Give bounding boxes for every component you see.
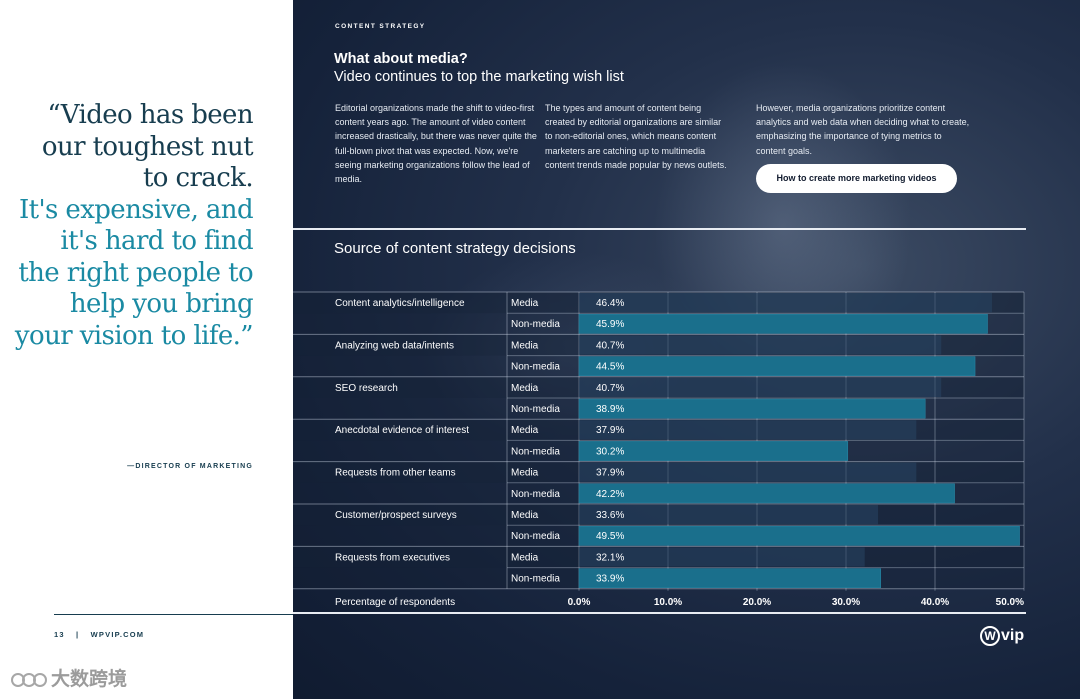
chart-category-label: Requests from other teams [335, 468, 456, 479]
media-bar [579, 293, 992, 313]
chart-series-label: Media [511, 340, 539, 351]
chart-data-label: 40.7% [596, 340, 624, 351]
chart-series-label: Media [511, 468, 539, 479]
chart-category-label: Customer/prospect surveys [335, 510, 457, 521]
chart-data-label: 40.7% [596, 383, 624, 394]
chart-data-label: 49.5% [596, 531, 624, 542]
chart-series-label: Non-media [511, 319, 560, 330]
non-media-bar [578, 568, 881, 589]
page-title: What about media? [334, 51, 468, 67]
chart-x-axis-title: Percentage of respondents [335, 597, 455, 608]
media-bar [579, 505, 879, 525]
media-bar [579, 335, 942, 355]
quote-part-2: It's expensive, and it's hard to find th… [14, 194, 254, 351]
body-column-1: Editorial organizations made the shift t… [335, 103, 537, 185]
page-number: 13 [54, 630, 65, 639]
wordpress-icon: W [980, 626, 1000, 646]
chart-category-label: Analyzing web data/intents [335, 340, 454, 351]
chart-series-label: Media [511, 383, 539, 394]
chart-tick-label: 0.0% [568, 597, 591, 608]
chart-series-label: Media [511, 298, 539, 309]
chart-tick-label: 30.0% [832, 597, 860, 608]
chart-data-label: 45.9% [596, 319, 624, 330]
chart-category-label: Content analytics/intelligence [335, 298, 465, 309]
chart-series-label: Media [511, 510, 539, 521]
chart-tick-label: 40.0% [921, 597, 949, 608]
media-bar [579, 462, 917, 482]
non-media-bar [578, 525, 1020, 546]
marketing-videos-button[interactable]: How to create more marketing videos [756, 164, 957, 193]
chart-category-label: SEO research [335, 383, 398, 394]
non-media-bar [578, 483, 955, 504]
page-footer: 13 | WPVIP.COM [54, 630, 152, 639]
chart-series-label: Media [511, 425, 539, 436]
watermark: 大数跨境 [10, 664, 127, 691]
left-column: “Video has been our toughest nut to crac… [0, 0, 293, 699]
bar-chart: Content analytics/intelligence Media 46.4%… [293, 291, 1025, 608]
chart-data-label: 37.9% [596, 425, 624, 436]
chart-series-label: Non-media [511, 362, 560, 373]
chart-data-label: 32.1% [596, 552, 624, 563]
media-bar [579, 420, 917, 440]
chart-category-label: Anecdotal evidence of interest [335, 425, 469, 436]
chart-series-label: Non-media [511, 489, 560, 500]
chart-series-label: Non-media [511, 531, 560, 542]
section-kicker: CONTENT STRATEGY [335, 23, 426, 30]
body-column-2: The types and amount of content being cr… [545, 103, 727, 170]
section-divider [293, 228, 1026, 230]
bottom-divider [293, 612, 1026, 614]
chart-tick-label: 20.0% [743, 597, 771, 608]
body-column-3: However, media organizations prioritize … [756, 103, 970, 156]
chart-series-label: Non-media [511, 404, 560, 415]
footer-divider [54, 614, 293, 615]
media-bar [579, 547, 865, 567]
watermark-logo-icon [11, 672, 47, 687]
chart-data-label: 42.2% [596, 489, 624, 500]
vip-logo-text: vip [1001, 627, 1025, 645]
non-media-bar [578, 356, 976, 377]
chart-data-label: 37.9% [596, 468, 624, 479]
quote-part-1: “Video has been our toughest nut to crac… [41, 100, 254, 193]
chart-data-label: 44.5% [596, 362, 624, 373]
chart-data-label: 46.4% [596, 298, 624, 309]
chart-data-label: 30.2% [596, 446, 624, 457]
content-panel: CONTENT STRATEGY What about media? Video… [293, 0, 1080, 699]
chart-series-label: Non-media [511, 446, 560, 457]
chart-series-label: Media [511, 552, 539, 563]
watermark-text: 大数跨境 [51, 668, 128, 690]
footer-separator: | [76, 630, 80, 639]
chart-series-label: Non-media [511, 574, 560, 585]
non-media-bar [578, 313, 988, 334]
chart-tick-label: 10.0% [654, 597, 682, 608]
chart-category-label: Requests from executives [335, 552, 450, 563]
site-link[interactable]: WPVIP.COM [90, 630, 145, 639]
page-subtitle: Video continues to top the marketing wis… [334, 69, 624, 85]
media-bar [579, 377, 942, 397]
chart-tick-label: 50.0% [996, 597, 1024, 608]
chart-data-label: 33.6% [596, 510, 624, 521]
quote-attribution: —DIRECTOR OF MARKETING [127, 463, 253, 470]
chart-data-label: 38.9% [596, 404, 624, 415]
non-media-bar [578, 441, 849, 461]
chart-title: Source of content strategy decisions [334, 240, 576, 257]
pull-quote: “Video has been our toughest nut to crac… [13, 100, 254, 352]
non-media-bar [578, 398, 926, 419]
chart-data-label: 33.9% [596, 574, 624, 585]
